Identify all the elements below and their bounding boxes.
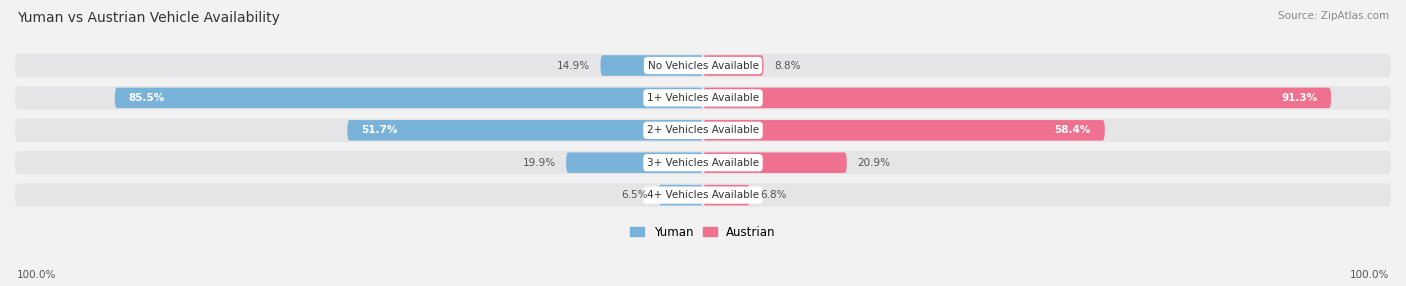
FancyBboxPatch shape <box>600 55 703 76</box>
FancyBboxPatch shape <box>658 185 703 205</box>
Text: 4+ Vehicles Available: 4+ Vehicles Available <box>647 190 759 200</box>
Text: 20.9%: 20.9% <box>858 158 890 168</box>
Text: 6.5%: 6.5% <box>621 190 648 200</box>
Text: 6.8%: 6.8% <box>761 190 786 200</box>
Text: 51.7%: 51.7% <box>361 125 398 135</box>
FancyBboxPatch shape <box>15 119 1391 142</box>
Text: 8.8%: 8.8% <box>773 61 800 71</box>
Text: 2+ Vehicles Available: 2+ Vehicles Available <box>647 125 759 135</box>
FancyBboxPatch shape <box>703 185 749 205</box>
Text: Yuman vs Austrian Vehicle Availability: Yuman vs Austrian Vehicle Availability <box>17 11 280 25</box>
FancyBboxPatch shape <box>347 120 703 141</box>
FancyBboxPatch shape <box>703 152 846 173</box>
Text: 14.9%: 14.9% <box>557 61 591 71</box>
FancyBboxPatch shape <box>15 183 1391 207</box>
Text: 100.0%: 100.0% <box>17 270 56 280</box>
FancyBboxPatch shape <box>703 120 1105 141</box>
Text: 19.9%: 19.9% <box>523 158 555 168</box>
FancyBboxPatch shape <box>703 55 763 76</box>
Text: No Vehicles Available: No Vehicles Available <box>648 61 758 71</box>
FancyBboxPatch shape <box>15 54 1391 77</box>
FancyBboxPatch shape <box>115 88 703 108</box>
Legend: Yuman, Austrian: Yuman, Austrian <box>628 223 778 241</box>
Text: 3+ Vehicles Available: 3+ Vehicles Available <box>647 158 759 168</box>
Text: 58.4%: 58.4% <box>1054 125 1091 135</box>
Text: 100.0%: 100.0% <box>1350 270 1389 280</box>
FancyBboxPatch shape <box>703 88 1331 108</box>
FancyBboxPatch shape <box>15 151 1391 174</box>
Text: Source: ZipAtlas.com: Source: ZipAtlas.com <box>1278 11 1389 21</box>
Text: 85.5%: 85.5% <box>128 93 165 103</box>
FancyBboxPatch shape <box>567 152 703 173</box>
Text: 91.3%: 91.3% <box>1281 93 1317 103</box>
Text: 1+ Vehicles Available: 1+ Vehicles Available <box>647 93 759 103</box>
FancyBboxPatch shape <box>15 86 1391 110</box>
